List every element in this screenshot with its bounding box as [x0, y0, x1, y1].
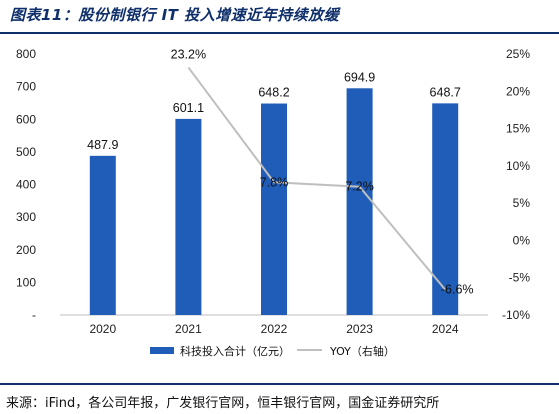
left-tick-label: 600 — [16, 112, 36, 126]
bar — [346, 88, 373, 315]
left-tick-label: 800 — [16, 47, 36, 61]
legend: 科技投入合计（亿元） YOY（右轴） — [150, 344, 395, 358]
left-tick-label: 400 — [16, 178, 36, 192]
yoy-value-label: 7.2% — [345, 180, 374, 194]
left-axis-ticks: - 100 200 300 400 500 600 700 800 — [16, 47, 36, 322]
legend-bar-label: 科技投入合计（亿元） — [180, 344, 290, 358]
bar-value-label: 648.2 — [258, 86, 289, 100]
yoy-line — [187, 66, 446, 291]
left-tick-label: 500 — [16, 145, 36, 159]
bar-series — [89, 88, 459, 315]
yoy-value-label: -6.6% — [441, 283, 474, 297]
right-tick-label: -10% — [502, 308, 530, 322]
line-data-labels: 23.2% 7.8% 7.2% -6.6% — [171, 47, 474, 296]
x-tick-label: 2024 — [432, 322, 459, 336]
title-divider — [0, 32, 559, 34]
x-axis-ticks: 2020 2021 2022 2023 2024 — [89, 322, 458, 336]
right-tick-label: 15% — [506, 122, 530, 136]
x-tick-label: 2023 — [346, 322, 373, 336]
x-tick-label: 2020 — [89, 322, 116, 336]
bar-value-label: 601.1 — [173, 101, 204, 115]
chart-title: 图表11：股份制银行 IT 投入增速近年持续放缓 — [10, 6, 340, 24]
bar — [175, 118, 202, 315]
right-tick-label: 25% — [506, 47, 530, 61]
right-tick-label: -5% — [509, 271, 531, 285]
left-tick-label: 200 — [16, 243, 36, 257]
right-tick-label: 10% — [506, 159, 530, 173]
right-tick-label: 5% — [513, 196, 531, 210]
x-tick-label: 2021 — [175, 322, 202, 336]
right-axis-ticks: -10% -5% 0% 5% 10% 15% 20% 25% — [502, 47, 530, 322]
left-tick-label: 100 — [16, 275, 36, 289]
bar — [261, 103, 287, 315]
bar-value-label: 487.9 — [87, 138, 118, 152]
yoy-line-series — [187, 66, 446, 291]
left-tick-label: - — [32, 308, 36, 322]
yoy-value-label: 23.2% — [171, 47, 206, 61]
left-tick-label: 700 — [16, 80, 36, 94]
bar-line-chart: - 100 200 300 400 500 600 700 800 -10% -5% 0% 5% 10%… — [16, 47, 530, 358]
right-tick-label: 0% — [513, 233, 531, 247]
x-tick-label: 2022 — [261, 322, 288, 336]
legend-bar-swatch — [150, 347, 174, 354]
footer-divider — [0, 383, 559, 385]
yoy-value-label: 7.8% — [260, 175, 289, 189]
bar-value-label: 648.7 — [430, 85, 461, 99]
legend-line-label: YOY（右轴） — [329, 344, 395, 358]
bar-value-label: 694.9 — [344, 70, 375, 84]
right-tick-label: 20% — [506, 84, 530, 98]
source-note: 来源：iFind，各公司年报，广发银行官网，恒丰银行官网，国金证券研究所 — [6, 396, 440, 411]
left-tick-label: 300 — [16, 210, 36, 224]
bar-data-labels: 487.9 601.1 648.2 694.9 648.7 — [87, 70, 461, 152]
bar — [89, 155, 116, 315]
